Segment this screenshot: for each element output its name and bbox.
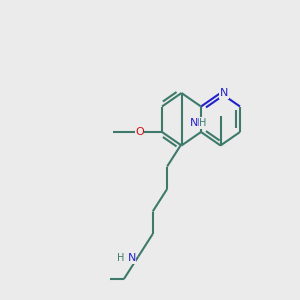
Text: N: N: [220, 88, 228, 98]
Text: N: N: [128, 253, 136, 263]
Text: NH: NH: [190, 118, 206, 128]
Text: H: H: [117, 253, 124, 263]
Text: H: H: [199, 118, 207, 128]
Text: O: O: [135, 127, 144, 137]
